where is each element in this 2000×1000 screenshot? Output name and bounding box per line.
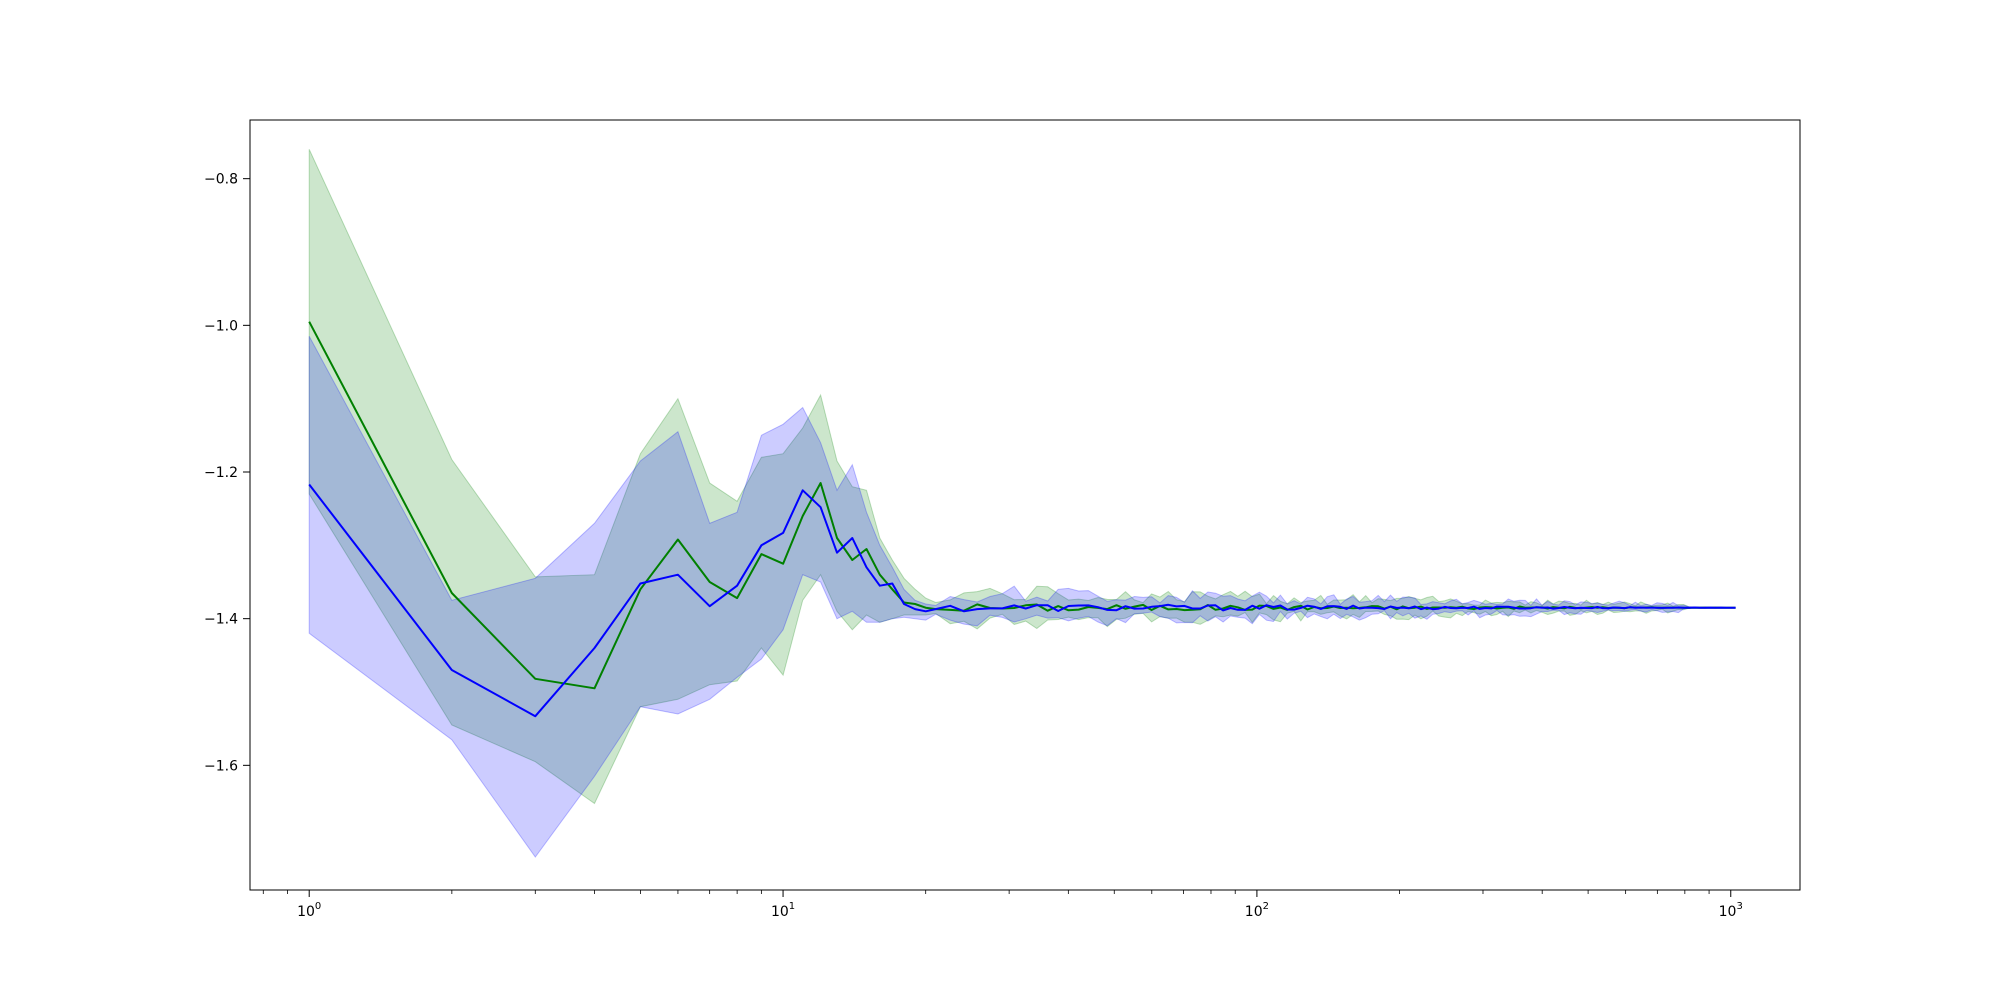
x-tick-label: 101 (771, 901, 795, 920)
axes-frame (249, 119, 1801, 891)
y-tick-label: −1.0 (204, 318, 238, 334)
series-line-2 (308, 483, 1736, 718)
x-tick-label: 103 (1719, 901, 1743, 920)
x-tick-label: 100 (297, 901, 321, 920)
y-tick-label: −1.6 (204, 758, 238, 774)
plot-area (308, 149, 1736, 858)
y-tick-label: −1.4 (204, 612, 238, 628)
y-axis: −0.8 −1.0 −1.2 −1.4 −1.6 (204, 172, 250, 774)
x-axis: 100 101 102 103 (262, 890, 1743, 920)
x-tick-label: 102 (1245, 901, 1269, 920)
y-tick-label: −0.8 (204, 172, 238, 188)
y-tick-label: −1.2 (204, 465, 238, 481)
